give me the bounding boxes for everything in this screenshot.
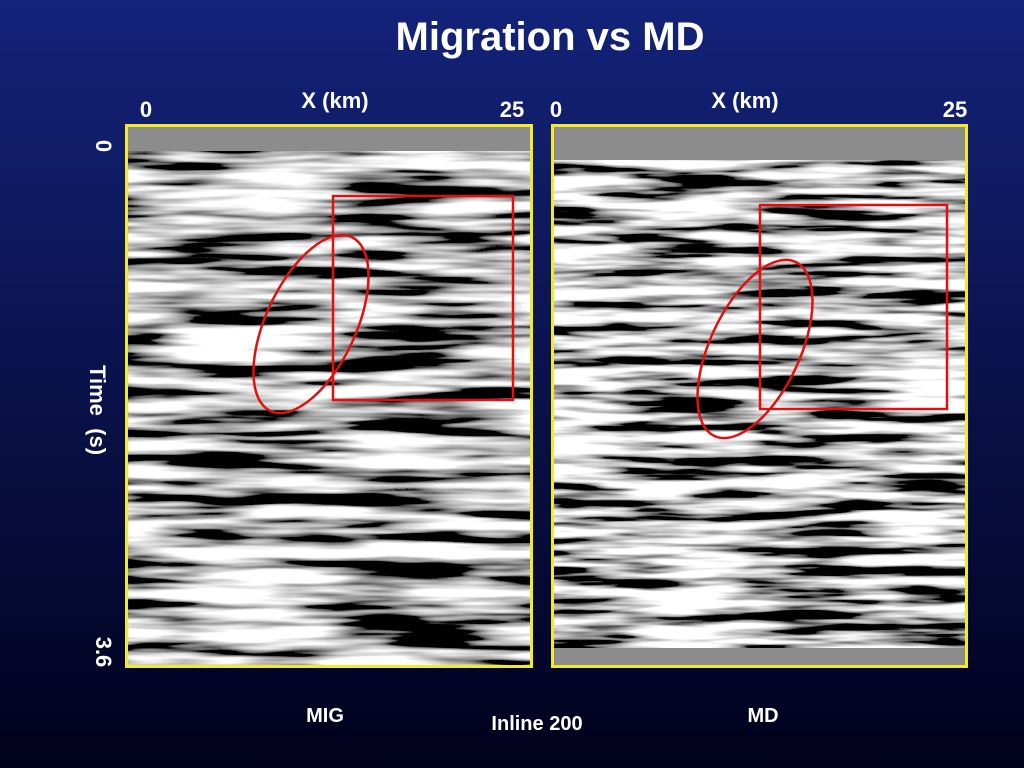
x-axis-label: X (km) [711,88,778,113]
x-end-label: 25 [943,97,967,122]
footer: Inline 200 [491,713,582,735]
x-start-label: 0 [550,97,562,122]
panel-caption: MD [747,705,778,727]
seismic-image [128,127,530,665]
x-end-label: 25 [500,97,524,122]
panel-frame [551,124,968,668]
y-bottom-label: 3.6 [91,637,116,668]
highlight-ellipse [252,233,370,415]
top-strip [128,127,530,151]
panel-frame [125,124,533,668]
highlight-box [331,194,515,402]
highlight-box [758,203,949,411]
y-axis-label: Time (s) [85,365,110,455]
bottom-strip [554,648,965,665]
x-axis-label: X (km) [301,88,368,113]
panel-caption: MIG [306,705,344,727]
highlight-ellipse [696,258,814,440]
top-strip [554,127,965,160]
y-top-label: 0 [91,140,116,152]
x-start-label: 0 [140,97,152,122]
title: Migration vs MD [396,15,705,59]
